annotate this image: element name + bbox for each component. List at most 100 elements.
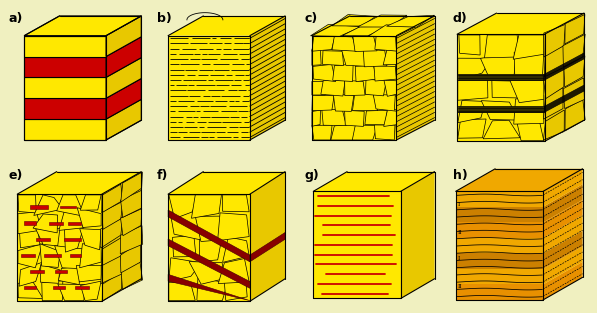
Polygon shape [565,99,585,131]
Polygon shape [168,210,250,262]
Polygon shape [224,280,247,300]
Polygon shape [40,244,60,268]
Polygon shape [19,263,42,286]
Polygon shape [383,50,396,65]
Polygon shape [456,169,583,191]
Polygon shape [168,172,285,194]
Polygon shape [121,262,143,290]
Polygon shape [60,206,76,208]
Polygon shape [50,222,63,225]
Polygon shape [352,94,378,110]
Polygon shape [121,242,140,273]
Polygon shape [101,184,123,213]
Polygon shape [332,14,376,26]
Polygon shape [458,119,486,138]
Polygon shape [513,35,544,59]
Polygon shape [322,51,343,65]
Polygon shape [373,95,396,111]
Polygon shape [218,213,249,241]
Polygon shape [312,110,321,126]
Polygon shape [57,195,85,216]
Polygon shape [19,228,40,248]
Polygon shape [17,194,102,301]
Polygon shape [102,172,141,301]
Polygon shape [481,101,519,120]
Polygon shape [352,125,377,140]
Polygon shape [365,110,387,125]
Polygon shape [24,221,36,225]
Polygon shape [219,259,249,284]
Polygon shape [333,64,353,81]
Polygon shape [106,79,141,119]
Text: d): d) [453,12,467,25]
Polygon shape [100,218,123,248]
Polygon shape [75,286,88,289]
Polygon shape [41,264,60,283]
Polygon shape [81,195,101,210]
Polygon shape [312,81,325,95]
Polygon shape [173,235,196,257]
Polygon shape [24,119,106,140]
Polygon shape [458,58,492,80]
Polygon shape [331,124,356,140]
Polygon shape [170,211,202,240]
Polygon shape [510,74,544,103]
Polygon shape [458,79,488,100]
Polygon shape [457,13,584,34]
Polygon shape [18,195,36,213]
Polygon shape [70,254,81,257]
Polygon shape [169,195,201,218]
Polygon shape [313,191,401,299]
Polygon shape [21,254,35,257]
Polygon shape [118,241,137,254]
Polygon shape [565,14,585,44]
Polygon shape [33,214,57,233]
Polygon shape [543,200,583,238]
Polygon shape [118,208,137,222]
Polygon shape [384,80,396,96]
Polygon shape [44,254,60,257]
Polygon shape [564,78,584,109]
Polygon shape [121,209,141,236]
Polygon shape [321,80,345,96]
Polygon shape [543,215,583,254]
Polygon shape [386,15,435,27]
Polygon shape [384,109,396,126]
Polygon shape [564,56,585,87]
Polygon shape [81,281,101,300]
Polygon shape [459,35,480,55]
Polygon shape [59,209,84,230]
Polygon shape [64,238,81,241]
Polygon shape [168,239,250,288]
Polygon shape [457,106,544,112]
Polygon shape [101,253,123,284]
Polygon shape [42,281,63,300]
Polygon shape [483,120,520,139]
Polygon shape [401,172,435,299]
Polygon shape [17,172,141,194]
Polygon shape [544,24,565,57]
Polygon shape [56,270,67,273]
Text: g): g) [305,169,319,182]
Polygon shape [79,244,101,268]
Polygon shape [30,205,48,209]
Polygon shape [54,246,86,269]
Polygon shape [543,262,583,300]
Polygon shape [456,269,543,285]
Polygon shape [189,262,224,284]
Polygon shape [121,172,143,202]
Polygon shape [310,24,361,36]
Polygon shape [24,16,141,36]
Polygon shape [344,80,365,96]
Polygon shape [456,222,543,238]
Polygon shape [492,74,519,98]
Polygon shape [250,16,285,140]
Polygon shape [543,169,583,207]
Polygon shape [250,233,285,262]
Polygon shape [514,95,544,124]
Polygon shape [118,262,137,276]
Polygon shape [168,194,250,301]
Polygon shape [168,16,285,36]
Text: II: II [458,285,462,290]
Polygon shape [313,172,435,191]
